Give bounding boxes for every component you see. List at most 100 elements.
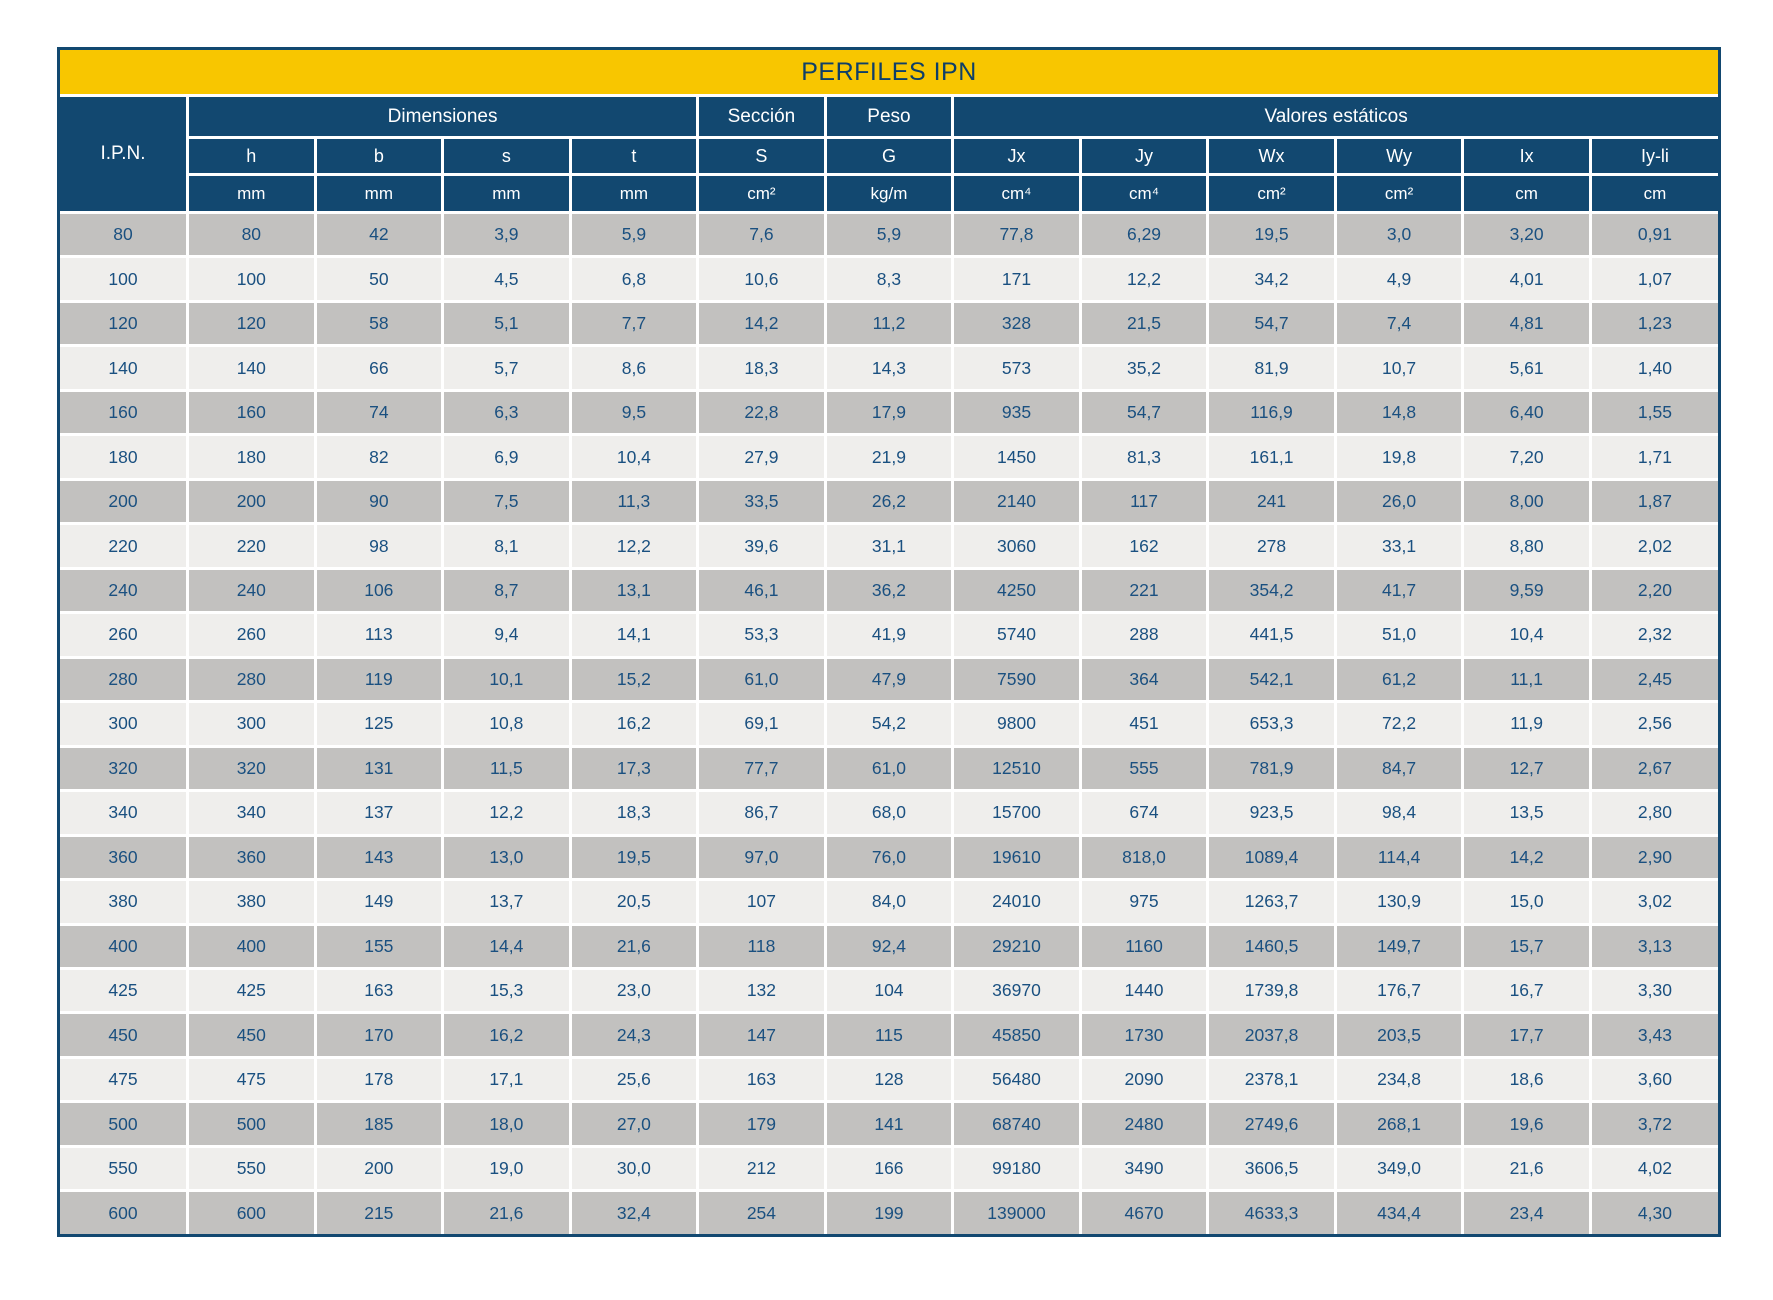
data-cell: 3,02: [1588, 878, 1718, 926]
data-cell: 3,72: [1588, 1100, 1718, 1148]
unit-cell-iy-li: cm: [1588, 173, 1718, 214]
group-header-peso: Peso: [823, 94, 955, 139]
data-cell: 5,61: [1461, 344, 1592, 392]
data-cell: 1263,7: [1206, 878, 1337, 926]
ipn-cell: 280: [60, 655, 190, 704]
ipn-cell: 380: [60, 878, 190, 926]
unit-cell-jx: cm⁴: [951, 173, 1082, 214]
group-header-row: I.P.N. Dimensiones Sección Peso Valores …: [60, 94, 1718, 214]
data-cell: 8,1: [441, 522, 572, 570]
ipn-cell: 180: [60, 433, 190, 481]
data-cell: 11,5: [441, 744, 572, 793]
table-row-ipn-550: 550 550 200 19,0 30,0 212 166 99180 3490 3606,5 34…: [60, 1144, 1718, 1193]
column-header-g: G: [823, 136, 955, 176]
data-cell: 11,2: [823, 299, 955, 348]
data-cell: 13,0: [441, 833, 572, 882]
data-cell: 61,0: [696, 655, 827, 704]
data-cell: 86,7: [696, 789, 827, 837]
data-cell: 4,01: [1461, 255, 1592, 303]
column-header-s: S: [696, 136, 827, 176]
data-cell: 9,5: [568, 388, 700, 437]
data-cell: 25,6: [568, 1055, 700, 1104]
group-header-dimensiones: Dimensiones: [186, 94, 700, 139]
data-cell: 12510: [951, 744, 1082, 793]
data-cell: 923,5: [1206, 789, 1337, 837]
column-header-row: h b s t S G Jx Jy Wx Wy Ix Iy-li: [60, 136, 1718, 176]
data-cell: 14,3: [823, 344, 955, 392]
data-cell: 3,20: [1461, 210, 1592, 259]
data-cell: 781,9: [1206, 744, 1337, 793]
data-cell: 288: [1078, 611, 1210, 659]
data-cell: 14,2: [696, 299, 827, 348]
data-cell: 45850: [951, 1011, 1082, 1059]
data-cell: 14,8: [1333, 388, 1465, 437]
ipn-cell: 360: [60, 833, 190, 882]
data-cell: 15700: [951, 789, 1082, 837]
data-cell: 17,1: [441, 1055, 572, 1104]
data-cell: 4,30: [1588, 1189, 1718, 1234]
data-cell: 113: [313, 611, 445, 659]
data-cell: 1,71: [1588, 433, 1718, 481]
data-cell: 51,0: [1333, 611, 1465, 659]
data-cell: 61,2: [1333, 655, 1465, 704]
column-header-t: t: [568, 136, 700, 176]
data-cell: 1,87: [1588, 477, 1718, 526]
table-row-ipn-450: 450 450 170 16,2 24,3 147 115 45850 1730 2037,8 20…: [60, 1011, 1718, 1059]
data-cell: 19,5: [568, 833, 700, 882]
data-cell: 600: [186, 1189, 317, 1234]
data-cell: 3,13: [1588, 922, 1718, 970]
data-cell: 26,2: [823, 477, 955, 526]
data-cell: 115: [823, 1011, 955, 1059]
data-cell: 17,9: [823, 388, 955, 437]
data-cell: 6,40: [1461, 388, 1592, 437]
column-header-h: h: [187, 136, 317, 176]
ipn-cell: 400: [60, 922, 190, 970]
data-cell: 200: [313, 1144, 445, 1193]
table-row-ipn-80: 80 80 42 3,9 5,9 7,6 5,9 77,8 6,29 19,5 3,0 3,20 0,9…: [60, 210, 1718, 259]
data-cell: 360: [186, 833, 317, 882]
data-cell: 77,7: [696, 744, 827, 793]
data-cell: 33,5: [696, 477, 827, 526]
data-cell: 170: [313, 1011, 445, 1059]
column-header-ix: Ix: [1461, 136, 1592, 176]
data-cell: 14,2: [1461, 833, 1592, 882]
data-cell: 254: [696, 1189, 827, 1234]
data-cell: 12,2: [568, 522, 700, 570]
data-cell: 818,0: [1078, 833, 1210, 882]
data-cell: 234,8: [1333, 1055, 1465, 1104]
data-cell: 42: [313, 210, 445, 259]
data-cell: 54,2: [823, 700, 955, 748]
data-cell: 278: [1206, 522, 1337, 570]
data-cell: 354,2: [1206, 566, 1337, 615]
data-cell: 13,5: [1461, 789, 1592, 837]
ipn-cell: 80: [60, 210, 190, 259]
data-cell: 2037,8: [1206, 1011, 1337, 1059]
group-header-valores-estaticos: Valores estáticos: [951, 94, 1718, 139]
data-cell: 550: [186, 1144, 317, 1193]
data-cell: 935: [951, 388, 1082, 437]
data-cell: 140: [186, 344, 317, 392]
data-cell: 30,0: [568, 1144, 700, 1193]
data-cell: 3,30: [1588, 966, 1718, 1015]
data-cell: 2140: [951, 477, 1082, 526]
unit-cell-b: mm: [313, 173, 445, 214]
data-cell: 14,1: [568, 611, 700, 659]
data-cell: 7,7: [568, 299, 700, 348]
table-row-ipn-600: 600 600 215 21,6 32,4 254 199 139000 4670 4633,3 4…: [60, 1189, 1718, 1234]
ipn-cell: 220: [60, 522, 190, 570]
data-cell: 441,5: [1206, 611, 1337, 659]
data-cell: 27,0: [568, 1100, 700, 1148]
data-cell: 4,02: [1588, 1144, 1718, 1193]
data-cell: 19,6: [1461, 1100, 1592, 1148]
column-header-iy-li: Iy-li: [1588, 136, 1718, 176]
data-cell: 22,8: [696, 388, 827, 437]
ipn-cell: 160: [60, 388, 190, 437]
data-cell: 425: [186, 966, 317, 1015]
data-cell: 199: [823, 1189, 955, 1234]
data-cell: 6,9: [441, 433, 572, 481]
data-cell: 7,5: [441, 477, 572, 526]
data-cell: 137: [313, 789, 445, 837]
data-cell: 31,1: [823, 522, 955, 570]
data-cell: 162: [1078, 522, 1210, 570]
